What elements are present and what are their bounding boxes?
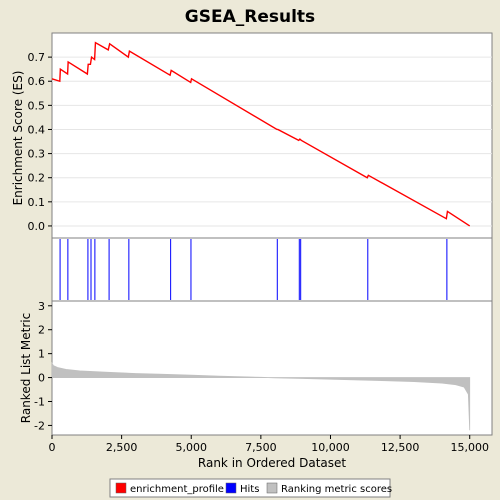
- es-gridlines: [52, 56, 492, 227]
- ranking-metric-area: [51, 361, 471, 431]
- ranking-metric-series: [51, 361, 471, 431]
- es-y-tick-label-3: 0.3: [28, 148, 46, 161]
- ranking-y-axis: -2 -1 0 1 2 3: [34, 300, 52, 432]
- x-axis: 0 2,500 5,000 7,500 10,000 12,500 15,000: [49, 435, 489, 454]
- es-y-tick-label-7: 0.7: [28, 51, 46, 64]
- legend: enrichment_profile Hits Ranking metric s…: [109, 478, 392, 498]
- ranking-y-tick-label-5: 3: [38, 300, 45, 313]
- legend-label-enrichment-profile: enrichment_profile: [130, 484, 224, 495]
- es-y-tick-label-4: 0.4: [28, 123, 46, 136]
- es-y-tick-label-1: 0.1: [28, 196, 46, 209]
- x-tick-label-0: 0: [49, 441, 56, 454]
- ranking-y-axis-label: Ranked List Metric: [19, 313, 33, 423]
- legend-swatch-hits: [225, 482, 237, 494]
- chart-title: GSEA_Results: [185, 7, 315, 27]
- es-y-axis: 0.0 0.1 0.2 0.3 0.4 0.5 0.6 0.7: [28, 51, 52, 233]
- ranking-y-tick-label-1: -1: [34, 396, 45, 409]
- x-tick-label-5: 12,500: [381, 441, 420, 454]
- enrichment-profile-series: [51, 41, 471, 227]
- ranking-y-tick-label-4: 2: [38, 324, 45, 337]
- es-y-axis-label: Enrichment Score (ES): [11, 71, 25, 206]
- x-axis-label: Rank in Ordered Dataset: [198, 456, 346, 470]
- es-y-tick-label-2: 0.2: [28, 172, 46, 185]
- es-y-tick-label-5: 0.5: [28, 99, 46, 112]
- x-tick-label-2: 5,000: [175, 441, 207, 454]
- hit-markers: [59, 239, 448, 300]
- ranking-plot-area: [51, 300, 493, 436]
- legend-swatch-enrichment-profile: [115, 482, 127, 494]
- es-y-tick-label-0: 0.0: [28, 220, 46, 233]
- x-tick-label-1: 2,500: [106, 441, 138, 454]
- ranking-y-tick-label-3: 1: [38, 348, 45, 361]
- x-tick-label-6: 15,000: [450, 441, 489, 454]
- legend-label-hits: Hits: [240, 484, 259, 495]
- ranking-y-tick-label-0: -2: [34, 419, 45, 432]
- legend-swatch-ranking-metric-scores: [266, 482, 278, 494]
- hits-plot-area: [51, 237, 493, 302]
- es-y-tick-label-6: 0.6: [28, 75, 46, 88]
- ranking-y-tick-label-2: 0: [38, 372, 45, 385]
- x-tick-label-3: 7,500: [245, 441, 277, 454]
- enrichment-profile-line: [51, 41, 471, 227]
- x-tick-label-4: 10,000: [311, 441, 350, 454]
- legend-label-ranking-metric-scores: Ranking metric scores: [281, 484, 392, 495]
- legend-box: [109, 478, 391, 498]
